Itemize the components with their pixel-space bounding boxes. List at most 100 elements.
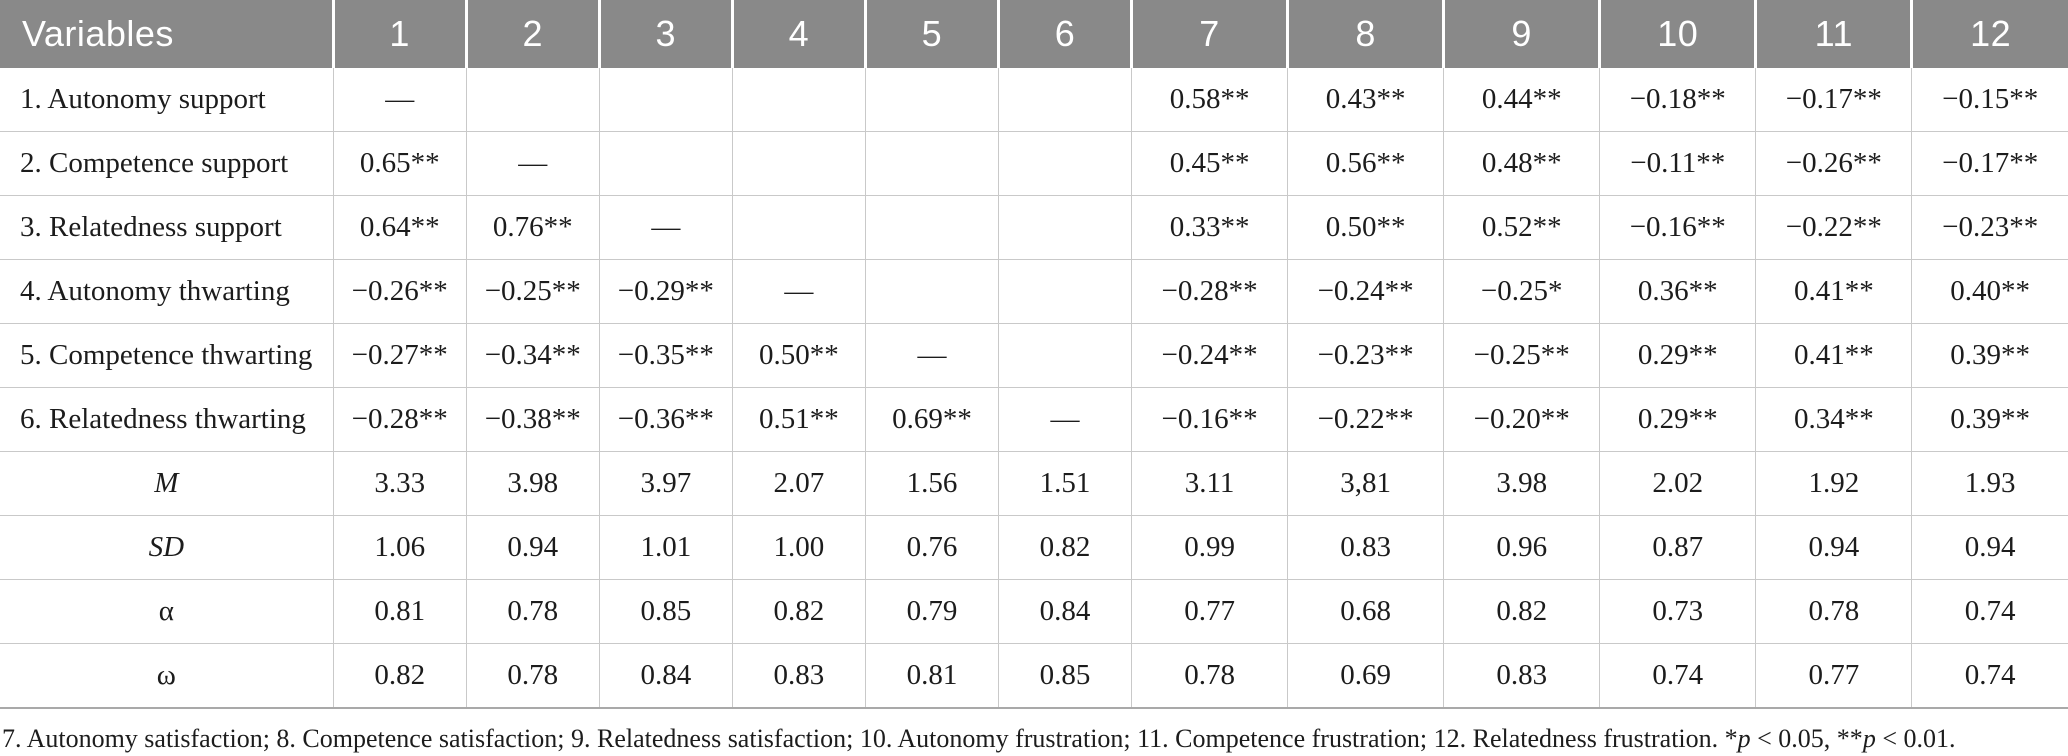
table-cell: −0.24** — [1287, 259, 1444, 324]
header-cell-1: 1 — [331, 0, 467, 68]
footnote-p-symbol: p — [1862, 724, 1876, 753]
row-label: 2. Competence support — [0, 131, 334, 196]
table-cell — [598, 131, 733, 196]
table-cell: −0.35** — [598, 323, 733, 388]
table-cell — [731, 131, 866, 196]
table-cell: −0.16** — [1131, 387, 1288, 452]
row-label: α — [0, 579, 334, 644]
header-cell-3: 3 — [597, 0, 733, 68]
table-cell: 0.85 — [997, 643, 1132, 709]
table-row: 4. Autonomy thwarting −0.26** −0.25** −0.29… — [0, 259, 2068, 324]
table-cell: 0.78 — [465, 579, 600, 644]
table-cell: 0.78 — [1131, 643, 1288, 709]
row-label: M — [0, 451, 334, 516]
table-cell: −0.25** — [465, 259, 600, 324]
table-cell: 3.98 — [1443, 451, 1600, 516]
table-cell — [598, 68, 733, 132]
header-cell-12: 12 — [1910, 0, 2068, 68]
table-cell: 0.34** — [1755, 387, 1912, 452]
table-row: SD 1.06 0.94 1.01 1.00 0.76 0.82 0.99 0.83 0.96 0.… — [0, 515, 2068, 580]
table-row: 5. Competence thwarting −0.27** −0.34** −0.… — [0, 323, 2068, 388]
table-cell: 1.51 — [997, 451, 1132, 516]
table-cell: 3.98 — [465, 451, 600, 516]
table-cell: −0.23** — [1287, 323, 1444, 388]
table-cell: −0.11** — [1599, 131, 1756, 196]
footnote-p-symbol: p — [1737, 724, 1751, 753]
footnote: 7. Autonomy satisfaction; 8. Competence … — [0, 723, 2068, 756]
table-cell: 0.58** — [1131, 68, 1288, 132]
table-cell: 0.29** — [1599, 387, 1756, 452]
table-cell: 3.11 — [1131, 451, 1288, 516]
header-cell-8: 8 — [1286, 0, 1444, 68]
header-cell-4: 4 — [730, 0, 866, 68]
row-label: 6. Relatedness thwarting — [0, 387, 334, 452]
table-cell — [997, 131, 1132, 196]
table-row: 2. Competence support 0.65** — 0.45** 0.56**… — [0, 131, 2068, 196]
table-cell: 2.02 — [1599, 451, 1756, 516]
footnote-text-segment: 7. Autonomy satisfaction; 8. Competence … — [2, 724, 1738, 753]
header-cell-10: 10 — [1598, 0, 1756, 68]
header-cell-9: 9 — [1442, 0, 1600, 68]
table-cell: 0.82 — [731, 579, 866, 644]
table-cell: −0.27** — [332, 323, 467, 388]
table-cell: 3.97 — [598, 451, 733, 516]
table-cell: 0.76 — [864, 515, 999, 580]
table-cell: 0.74 — [1911, 579, 2068, 644]
table-cell: 0.44** — [1443, 68, 1600, 132]
table-cell: 0.65** — [332, 131, 467, 196]
table-cell: 0.56** — [1287, 131, 1444, 196]
table-cell: −0.22** — [1755, 195, 1912, 260]
table-cell: 0.50** — [731, 323, 866, 388]
footnote-text-segment: < 0.05, ** — [1750, 724, 1863, 753]
table-cell: −0.28** — [332, 387, 467, 452]
table-cell — [864, 259, 999, 324]
table-cell — [731, 195, 866, 260]
table-cell: 1.92 — [1755, 451, 1912, 516]
table-cell: 0.50** — [1287, 195, 1444, 260]
table-row: 3. Relatedness support 0.64** 0.76** — 0.33*… — [0, 195, 2068, 260]
table-row: M 3.33 3.98 3.97 2.07 1.56 1.51 3.11 3,81 3.98 2.0… — [0, 451, 2068, 516]
table-cell: −0.25** — [1443, 323, 1600, 388]
table-cell: 0.43** — [1287, 68, 1444, 132]
table-cell — [731, 68, 866, 132]
table-cell: 0.83 — [731, 643, 866, 709]
table-cell: −0.25* — [1443, 259, 1600, 324]
footnote-text-segment: < 0.01. — [1875, 724, 1956, 753]
table-cell: −0.22** — [1287, 387, 1444, 452]
table-cell: — — [465, 131, 600, 196]
table-cell: 0.78 — [1755, 579, 1912, 644]
row-label: 5. Competence thwarting — [0, 323, 334, 388]
table-cell: 0.74 — [1911, 643, 2068, 709]
table-cell: −0.17** — [1911, 131, 2068, 196]
table-cell: 3.33 — [332, 451, 467, 516]
table-cell: 3,81 — [1287, 451, 1444, 516]
header-cell-6: 6 — [996, 0, 1132, 68]
table-cell: 0.84 — [997, 579, 1132, 644]
table-cell: 1.93 — [1911, 451, 2068, 516]
table-cell — [864, 131, 999, 196]
header-cell-variables: Variables — [0, 0, 334, 68]
table-cell: 0.85 — [598, 579, 733, 644]
table-cell: 1.01 — [598, 515, 733, 580]
table-cell: −0.34** — [465, 323, 600, 388]
table-cell: 0.76** — [465, 195, 600, 260]
table-cell: 0.94 — [465, 515, 600, 580]
table-cell: 0.82 — [997, 515, 1132, 580]
table-cell: 0.74 — [1599, 643, 1756, 709]
table-cell: 0.84 — [598, 643, 733, 709]
table-cell: 2.07 — [731, 451, 866, 516]
table-cell: −0.26** — [1755, 131, 1912, 196]
table-cell: 0.40** — [1911, 259, 2068, 324]
table-cell: 0.83 — [1443, 643, 1600, 709]
header-row: Variables 1 2 3 4 5 6 7 8 9 10 11 12 — [0, 0, 2068, 68]
table-cell: −0.16** — [1599, 195, 1756, 260]
table-cell: −0.18** — [1599, 68, 1756, 132]
table-cell: 0.83 — [1287, 515, 1444, 580]
table-cell: 0.45** — [1131, 131, 1288, 196]
table-cell: 0.69** — [864, 387, 999, 452]
table-cell — [997, 195, 1132, 260]
table-row: ω 0.82 0.78 0.84 0.83 0.81 0.85 0.78 0.69 0.83 0.7… — [0, 643, 2068, 709]
table-cell: −0.26** — [332, 259, 467, 324]
table-header: Variables 1 2 3 4 5 6 7 8 9 10 11 12 — [0, 0, 2068, 68]
table-cell: — — [731, 259, 866, 324]
